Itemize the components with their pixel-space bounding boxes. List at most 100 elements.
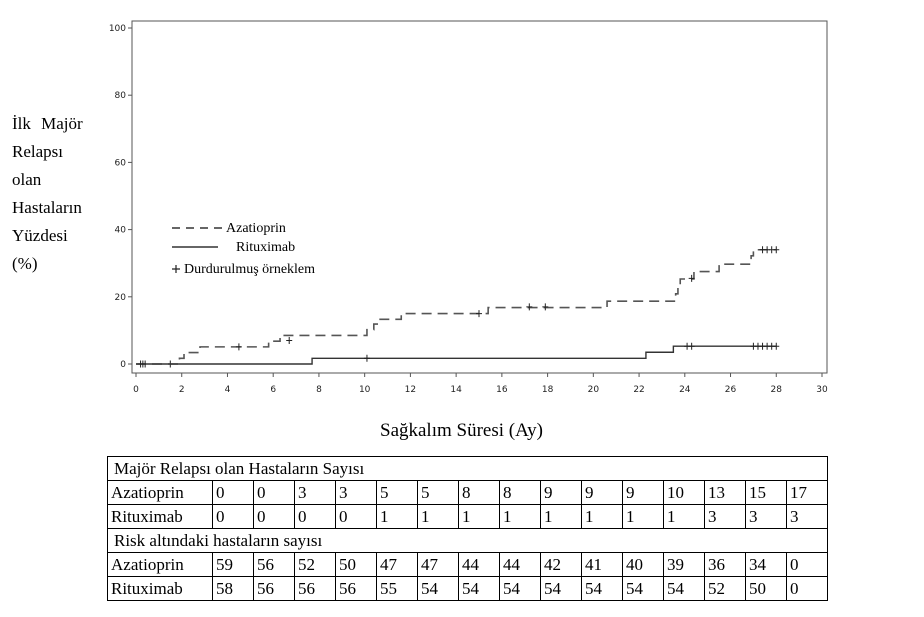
x-tick-label: 16	[496, 385, 508, 395]
x-tick-label: 26	[725, 385, 737, 395]
y-axis-label-line: olan	[12, 170, 42, 189]
table-cell: 0	[212, 504, 254, 529]
x-tick-label: 20	[588, 385, 600, 395]
table-cell: 0	[253, 480, 295, 505]
y-axis-label-line: İlk Majör	[12, 114, 83, 133]
table-cell: 34	[745, 552, 787, 577]
relapse-count-header: Majör Relapsı olan Hastaların Sayısı	[107, 456, 828, 481]
table-cell: 56	[294, 576, 336, 601]
row-label: Rituximab	[107, 504, 213, 529]
table-cell: 54	[499, 576, 541, 601]
table-cell: 44	[499, 552, 541, 577]
legend-rituximab-label: Rituximab	[236, 240, 295, 255]
y-tick-label: 40	[115, 226, 127, 236]
x-tick-label: 22	[633, 385, 644, 395]
rituximab-curve	[136, 345, 777, 365]
section-title: Majör Relapsı olan Hastaların Sayısı	[107, 456, 828, 481]
x-tick-label: 24	[679, 385, 691, 395]
censor-mark	[526, 303, 533, 311]
x-tick-label: 0	[133, 385, 139, 395]
row-label: Azatioprin	[107, 552, 213, 577]
table-cell: 9	[540, 480, 582, 505]
row-label: Rituximab	[107, 576, 213, 601]
table-cell: 39	[663, 552, 705, 577]
table-cell: 54	[540, 576, 582, 601]
y-tick-label: 80	[115, 91, 127, 101]
table-cell: 0	[253, 504, 295, 529]
y-axis-label-line: Hastaların	[12, 198, 82, 217]
x-tick-label: 10	[359, 385, 371, 395]
row-label: Azatioprin	[107, 480, 213, 505]
legend-azatioprin-label: Azatioprin	[226, 221, 286, 236]
risk-table: Majör Relapsı olan Hastaların Sayısı Azat…	[107, 456, 828, 601]
y-axis-label: İlk Majör Relapsı olan Hastaların Yüzdes…	[12, 110, 112, 278]
y-axis-label-line: Yüzdesi	[12, 226, 68, 245]
table-cell: 58	[212, 576, 254, 601]
censor-mark	[363, 354, 370, 362]
censor-mark	[542, 303, 549, 311]
y-tick-label: 100	[109, 24, 126, 34]
legend: Azatioprin Rituximab Durdurulmuş örneklem	[172, 221, 315, 277]
table-cell: 3	[335, 480, 377, 505]
table-cell: 17	[786, 480, 828, 505]
x-tick-label: 8	[316, 385, 322, 395]
y-axis-label-line: Relapsı	[12, 142, 63, 161]
table-cell: 0	[786, 552, 828, 577]
table-cell: 1	[663, 504, 705, 529]
table-cell: 15	[745, 480, 787, 505]
table-cell: 3	[294, 480, 336, 505]
table-cell: 59	[212, 552, 254, 577]
table-cell: 47	[417, 552, 459, 577]
table-cell: 40	[622, 552, 664, 577]
table-cell: 54	[417, 576, 459, 601]
table-cell: 0	[786, 576, 828, 601]
table-cell: 3	[704, 504, 746, 529]
x-tick-label: 18	[542, 385, 554, 395]
x-tick-label: 14	[450, 385, 462, 395]
table-cell: 50	[335, 552, 377, 577]
at-risk-header: Risk altındaki hastaların sayısı	[107, 528, 828, 553]
x-tick-label: 6	[270, 385, 276, 395]
y-axis-label-line: (%)	[12, 254, 38, 273]
y-tick-label: 20	[115, 293, 127, 303]
table-cell: 8	[499, 480, 541, 505]
x-tick-label: 4	[225, 385, 231, 395]
table-cell: 1	[540, 504, 582, 529]
table-cell: 0	[212, 480, 254, 505]
table-cell: 54	[458, 576, 500, 601]
censor-mark	[139, 360, 146, 368]
x-tick-label: 12	[405, 385, 416, 395]
x-tick-label: 30	[816, 385, 828, 395]
plot-frame	[131, 20, 828, 374]
table-row: Azatioprin 59 56 52 50 47 47 44 44 42 41 40 39 36 34 0	[107, 552, 828, 577]
censor-mark	[773, 246, 780, 254]
section-title: Risk altındaki hastaların sayısı	[107, 528, 828, 553]
table-cell: 56	[335, 576, 377, 601]
table-cell: 1	[417, 504, 459, 529]
table-cell: 36	[704, 552, 746, 577]
table-cell: 52	[704, 576, 746, 601]
censor-mark	[476, 310, 482, 318]
table-cell: 9	[622, 480, 664, 505]
table-cell: 13	[704, 480, 746, 505]
table-cell: 41	[581, 552, 623, 577]
table-cell: 1	[622, 504, 664, 529]
table-row: Rituximab 0 0 0 0 1 1 1 1 1 1 1 1 3 3 3	[107, 504, 828, 529]
table-cell: 1	[499, 504, 541, 529]
table-row: Rituximab 58 56 56 56 55 54 54 54 54 54 54 54 52 50 0	[107, 576, 828, 601]
table-row: Azatioprin 0 0 3 3 5 5 8 8 9 9 9 10 13 15 17	[107, 480, 828, 505]
censor-mark	[773, 342, 780, 350]
table-cell: 0	[294, 504, 336, 529]
x-tick-label: 2	[179, 385, 185, 395]
table-cell: 56	[253, 552, 295, 577]
censor-mark	[688, 342, 695, 350]
x-axis-label: Sağkalım Süresi (Ay)	[380, 420, 543, 441]
y-tick-label: 60	[115, 158, 127, 168]
table-cell: 54	[581, 576, 623, 601]
table-cell: 1	[376, 504, 418, 529]
table-cell: 0	[335, 504, 377, 529]
table-cell: 8	[458, 480, 500, 505]
table-cell: 10	[663, 480, 705, 505]
table-cell: 3	[786, 504, 828, 529]
